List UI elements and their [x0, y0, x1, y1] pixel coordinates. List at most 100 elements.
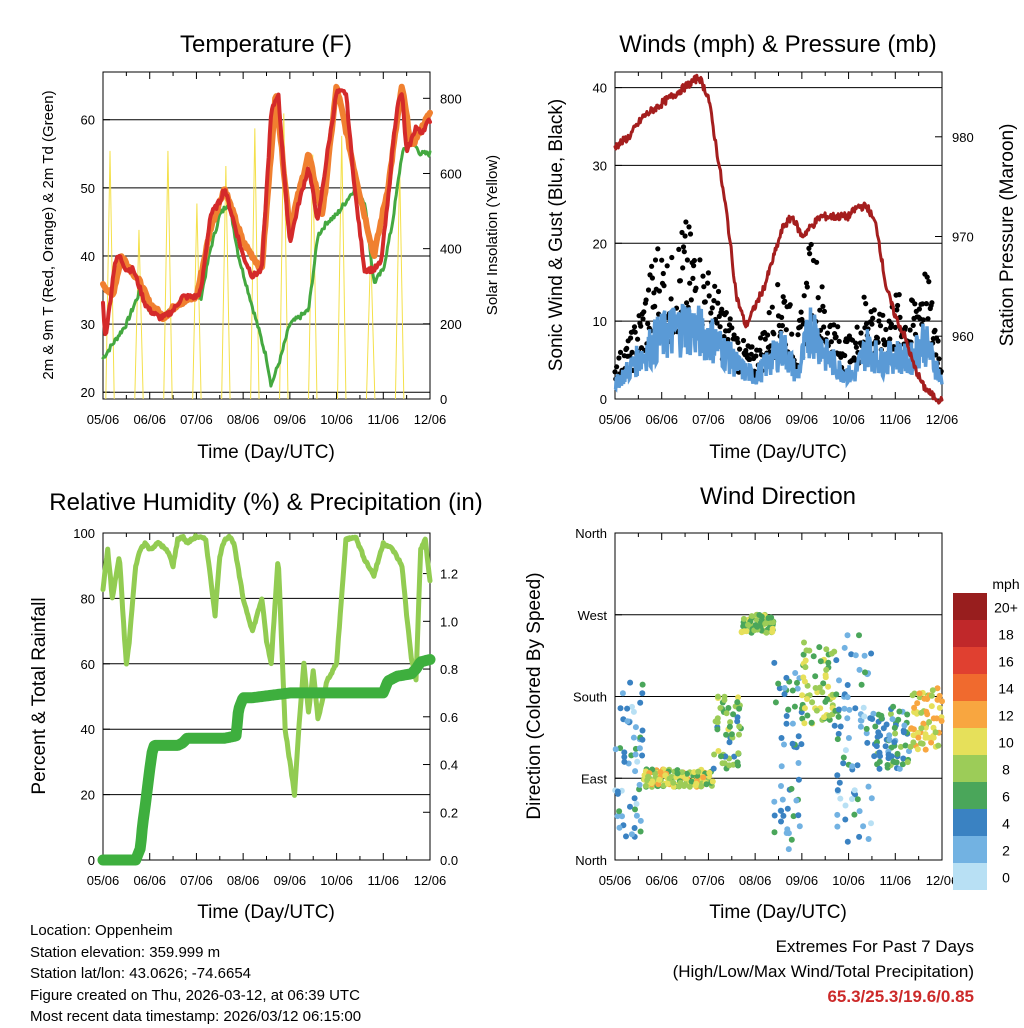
direction-point	[876, 765, 883, 772]
gust-point	[681, 249, 687, 255]
gust-point	[935, 338, 941, 344]
direction-point	[676, 783, 683, 790]
direction-point	[836, 779, 843, 786]
y2-tick-label: 0.8	[440, 662, 458, 677]
gust-point	[729, 325, 735, 331]
gust-point	[819, 284, 825, 290]
y-tick-label: 40	[81, 722, 95, 737]
direction-point	[834, 772, 841, 779]
direction-point	[714, 715, 721, 722]
direction-point	[862, 669, 868, 676]
gust-point	[795, 332, 801, 338]
direction-point	[939, 698, 945, 705]
direction-point	[639, 727, 646, 734]
direction-point	[627, 803, 633, 810]
direction-point	[914, 746, 921, 753]
direction-point	[798, 741, 805, 748]
direction-point	[762, 620, 769, 627]
direction-point	[856, 833, 863, 840]
colorbar-label: 6	[1002, 789, 1010, 805]
direction-point	[781, 691, 788, 698]
direction-point	[769, 625, 776, 632]
colorbar-swatch	[953, 809, 987, 836]
direction-point	[627, 679, 634, 686]
direction-point	[836, 677, 842, 684]
y-tick-label: 20	[81, 788, 95, 803]
x-tick-label: 08/06	[739, 412, 772, 427]
y2-tick-label: 800	[440, 91, 462, 106]
colorbar-swatch	[953, 728, 987, 755]
direction-point	[799, 715, 806, 722]
gust-point	[783, 327, 789, 333]
gust-point	[853, 344, 860, 350]
direction-point	[754, 623, 761, 630]
direction-point	[771, 798, 778, 805]
direction-point	[824, 696, 831, 703]
y-tick-label: 80	[81, 591, 95, 606]
x-tick-label: 05/06	[599, 873, 632, 888]
direction-point	[771, 812, 778, 819]
direction-point	[710, 765, 717, 772]
direction-point	[900, 729, 907, 736]
direction-point	[765, 615, 772, 621]
direction-point	[734, 718, 741, 725]
y-tick-label: 30	[593, 158, 607, 173]
direction-point	[802, 664, 809, 671]
x-tick-label: 10/06	[832, 873, 865, 888]
x-tick-label: 08/06	[227, 412, 260, 427]
gust-point	[883, 326, 889, 333]
direction-point	[817, 658, 824, 665]
gust-point	[880, 312, 886, 318]
direction-point	[719, 760, 726, 767]
direction-point	[884, 762, 891, 768]
direction-point	[796, 823, 803, 830]
gust-point	[628, 335, 634, 341]
gust-point	[691, 263, 697, 269]
direction-point	[693, 780, 700, 787]
direction-point	[624, 705, 631, 712]
direction-point	[631, 795, 638, 802]
direction-point	[791, 703, 798, 710]
gust-point	[887, 336, 893, 342]
x-tick-label: 06/06	[645, 873, 678, 888]
direction-point	[617, 705, 624, 712]
gust-point	[734, 335, 740, 342]
gust-point	[871, 307, 877, 313]
direction-point	[778, 763, 785, 770]
gust-point	[821, 324, 827, 330]
direction-point	[819, 689, 826, 696]
colorbar-label: 16	[998, 654, 1014, 670]
gust-point	[731, 332, 737, 338]
gust-point	[895, 302, 901, 309]
direction-point	[846, 706, 853, 713]
x-tick-label: 05/06	[87, 412, 120, 427]
gust-point	[753, 353, 759, 359]
direction-point	[740, 615, 747, 622]
direction-point	[833, 657, 840, 664]
y-tick-label: 100	[73, 526, 95, 541]
gust-point	[902, 324, 909, 330]
direction-point	[852, 705, 859, 712]
direction-point	[731, 753, 738, 760]
station-location: Location: Oppenheim	[30, 922, 173, 939]
direction-point	[614, 813, 621, 820]
x-tick-label: 06/06	[645, 412, 678, 427]
direction-point	[655, 781, 662, 788]
gust-point	[725, 336, 731, 343]
direction-point	[711, 751, 718, 758]
direction-point	[810, 653, 817, 660]
direction-point	[778, 735, 785, 741]
direction-point	[735, 750, 742, 757]
y2-tick-label: 970	[952, 229, 974, 244]
direction-point	[842, 747, 849, 754]
gust-point	[708, 310, 714, 316]
direction-point	[619, 813, 625, 820]
gust-point	[842, 352, 848, 359]
direction-point	[788, 836, 795, 843]
colorbar-label: 4	[1002, 816, 1010, 832]
direction-point	[784, 805, 791, 812]
direction-point	[632, 724, 639, 731]
direction-point	[916, 690, 923, 697]
direction-point	[868, 650, 875, 657]
direction-point	[894, 750, 901, 757]
